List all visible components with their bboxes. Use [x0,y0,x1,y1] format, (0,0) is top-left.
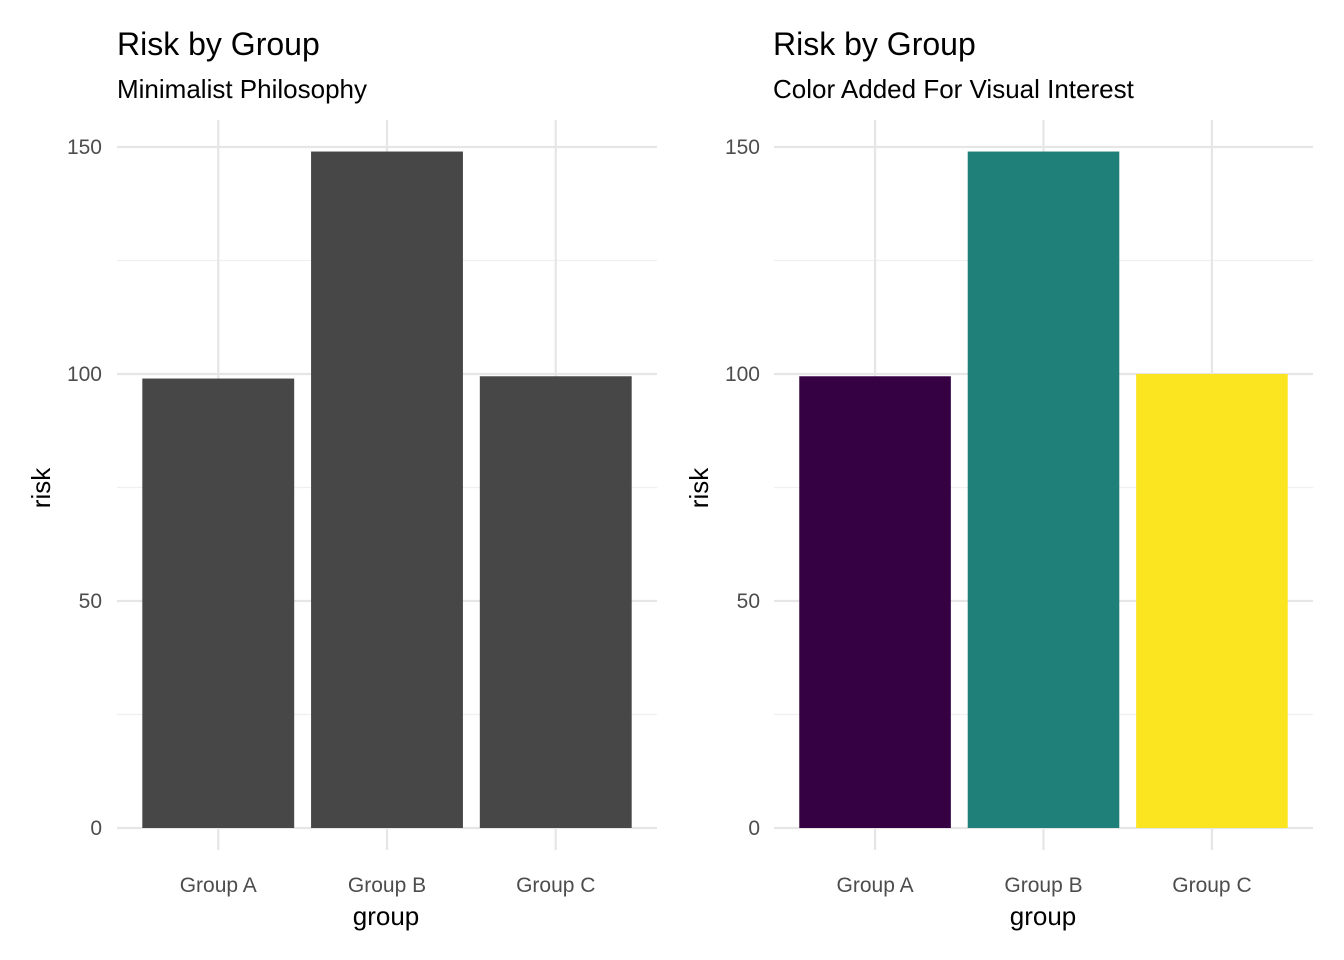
bar-group-a [799,376,951,828]
chart-panel-colored: Risk by Group Color Added For Visual Int… [684,26,1313,931]
chart-title: Risk by Group [773,26,976,62]
y-tick-label: 0 [748,817,760,840]
y-tick-label: 150 [67,136,102,159]
y-tick-label: 100 [67,363,102,386]
bars [142,151,632,829]
y-axis-title: risk [684,467,714,508]
y-tick-label: 50 [737,590,760,613]
y-axis-title: risk [26,467,56,508]
bar-group-a [142,378,295,828]
x-tick-labels: Group A Group B Group C [837,874,1252,897]
bar-group-b [967,151,1120,829]
x-tick-label: Group B [348,874,426,897]
y-tick-label: 100 [725,363,760,386]
x-tick-label: Group A [180,874,257,897]
x-tick-label: Group C [516,874,595,897]
chart-panel-minimalist: Risk by Group Minimalist Philosophy 0 50 1… [26,26,657,931]
chart-title: Risk by Group [117,26,320,62]
bars [799,151,1288,829]
bar-group-c [479,376,632,828]
x-axis-title: group [353,901,420,931]
x-axis-title: group [1010,901,1077,931]
x-tick-label: Group A [837,874,914,897]
y-tick-labels: 0 50 100 150 [67,136,102,840]
y-tick-label: 0 [90,817,102,840]
y-tick-label: 150 [725,136,760,159]
bar-group-c [1136,374,1288,828]
chart-subtitle: Minimalist Philosophy [117,74,367,104]
y-tick-labels: 0 50 100 150 [725,136,760,840]
x-tick-labels: Group A Group B Group C [180,874,596,897]
y-tick-label: 50 [79,590,102,613]
x-tick-label: Group C [1172,874,1251,897]
chart-subtitle: Color Added For Visual Interest [773,74,1135,104]
x-tick-label: Group B [1004,874,1082,897]
bar-group-b [311,151,463,829]
